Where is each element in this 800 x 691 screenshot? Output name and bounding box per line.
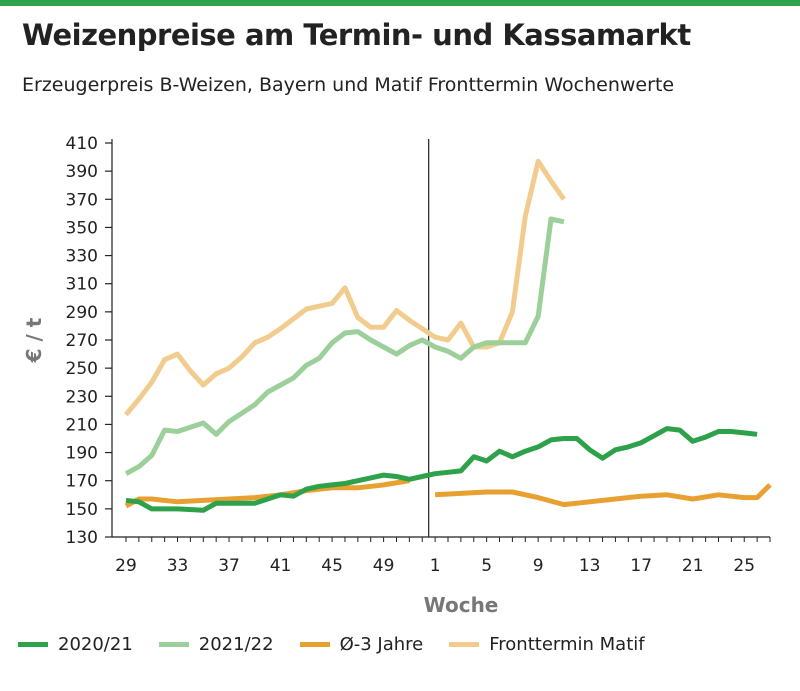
x-tick-label: 49 bbox=[373, 556, 395, 576]
y-tick-label: 410 bbox=[66, 134, 98, 154]
y-tick-label: 290 bbox=[66, 303, 98, 323]
legend-item-matif: Fronttermin Matif bbox=[449, 634, 645, 655]
series-line-2020-21 bbox=[125, 426, 758, 513]
legend-item-2021-22: 2021/22 bbox=[158, 634, 274, 655]
legend-swatch-avg-3-years bbox=[299, 642, 330, 647]
series-line-2021-22 bbox=[124, 216, 565, 476]
top-accent-rule bbox=[0, 0, 800, 6]
x-axis-title: Woche bbox=[424, 593, 499, 617]
legend-label-matif: Fronttermin Matif bbox=[489, 634, 645, 655]
series-layer bbox=[124, 158, 772, 513]
x-tick-label: 17 bbox=[630, 556, 652, 576]
legend-swatch-2020-21 bbox=[18, 642, 48, 647]
legend-label-2020-21: 2020/21 bbox=[58, 634, 133, 655]
line-chart: 130 150 170 190 210 230 250 270 290 310 330 350 370 3… bbox=[22, 134, 772, 617]
y-tick-label: 350 bbox=[66, 218, 98, 238]
legend-swatch-matif bbox=[449, 642, 480, 647]
y-tick-label: 170 bbox=[66, 472, 98, 492]
x-tick-label: 33 bbox=[167, 556, 189, 576]
y-tick-label: 330 bbox=[66, 247, 98, 267]
legend: 2020/21 2021/22 Ø-3 Jahre Fronttermin Ma… bbox=[18, 634, 671, 655]
series-line--3-jahre bbox=[434, 483, 772, 508]
legend-swatch-2021-22 bbox=[158, 642, 189, 647]
x-tick-label: 5 bbox=[481, 556, 492, 576]
series-line-fronttermin-matif bbox=[124, 158, 566, 417]
y-axis: 130 150 170 190 210 230 250 270 290 310 330 350 370 3… bbox=[66, 134, 113, 548]
y-tick-label: 270 bbox=[66, 331, 98, 351]
legend-item-avg-3-years: Ø-3 Jahre bbox=[299, 634, 424, 655]
x-tick-label: 25 bbox=[733, 556, 755, 576]
y-tick-label: 230 bbox=[66, 387, 98, 407]
y-axis-title: € / t bbox=[22, 317, 46, 363]
chart-title: Weizenpreise am Termin- und Kassamarkt bbox=[22, 18, 691, 52]
x-tick-label: 9 bbox=[533, 556, 544, 576]
chart-subtitle: Erzeugerpreis B-Weizen, Bayern und Matif… bbox=[22, 74, 675, 96]
y-tick-label: 150 bbox=[66, 500, 98, 520]
x-tick-label: 13 bbox=[579, 556, 601, 576]
x-tick-label: 21 bbox=[682, 556, 704, 576]
y-tick-label: 390 bbox=[66, 162, 98, 182]
x-tick-label: 37 bbox=[218, 556, 240, 576]
x-tick-label: 29 bbox=[115, 556, 137, 576]
y-tick-label: 190 bbox=[66, 444, 98, 464]
y-tick-label: 250 bbox=[66, 359, 98, 379]
legend-item-2020-21: 2020/21 bbox=[18, 634, 133, 655]
y-tick-label: 310 bbox=[66, 275, 98, 295]
series-line--3-jahre bbox=[124, 478, 410, 509]
y-tick-label: 370 bbox=[66, 190, 98, 210]
x-tick-label: 41 bbox=[270, 556, 292, 576]
x-axis: 29 33 37 41 45 49 1 5 9 13 17 21 25 bbox=[112, 139, 771, 576]
x-tick-label: 1 bbox=[430, 556, 441, 576]
x-tick-label: 45 bbox=[321, 556, 343, 576]
legend-label-avg-3-years: Ø-3 Jahre bbox=[339, 634, 424, 655]
legend-label-2021-22: 2021/22 bbox=[198, 634, 274, 655]
y-tick-label: 210 bbox=[66, 415, 98, 435]
y-tick-label: 130 bbox=[66, 528, 98, 548]
